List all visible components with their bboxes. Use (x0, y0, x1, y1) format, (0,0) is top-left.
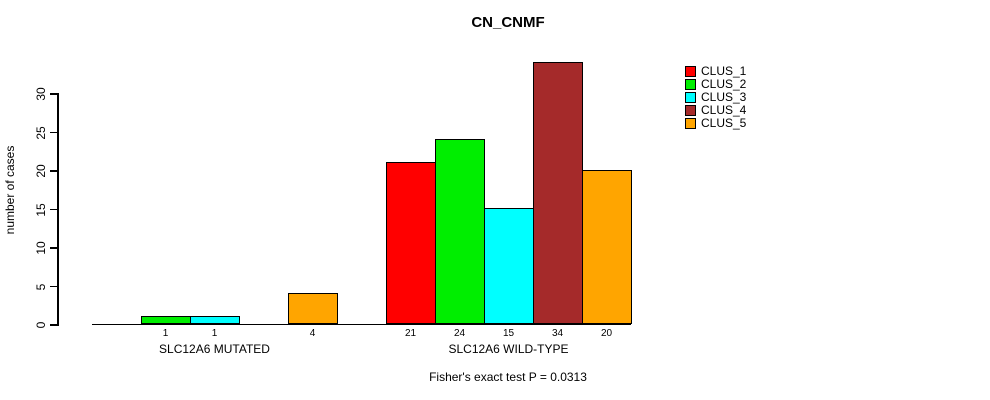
bar-value-label: 34 (551, 328, 564, 339)
bar-clus-2-slc12a6-mutated (141, 316, 191, 324)
y-axis-tick (50, 285, 58, 287)
bar-value-label: 4 (309, 328, 316, 339)
bar-clus-1-slc12a6-wild-type (386, 162, 436, 324)
legend-swatch-icon (685, 79, 696, 90)
y-axis-tick-label: 25 (34, 125, 48, 140)
y-axis-tick-label: 0 (34, 321, 48, 329)
legend-label: CLUS_2 (701, 77, 747, 91)
y-axis-label: number of cases (3, 145, 17, 235)
legend-swatch-icon (685, 105, 696, 116)
legend-label: CLUS_1 (701, 64, 747, 78)
legend: CLUS_1 CLUS_2 CLUS_3 CLUS_4 CLUS_5 (685, 65, 746, 130)
bar-clus-4-slc12a6-wild-type (533, 62, 583, 324)
legend-label: CLUS_5 (701, 116, 747, 130)
group-label-slc12a6-mutated: SLC12A6 MUTATED (159, 342, 270, 356)
bar-value-label: 21 (404, 328, 417, 339)
legend-item-clus-3: CLUS_3 (685, 91, 746, 104)
y-axis-tick-label: 5 (34, 283, 48, 290)
x-axis-baseline (92, 323, 631, 325)
bar-clus-5-slc12a6-wild-type (582, 170, 632, 324)
y-axis-tick-label: 30 (34, 87, 48, 101)
legend-item-clus-4: CLUS_4 (685, 104, 746, 117)
bar-value-label: 1 (162, 328, 169, 339)
legend-item-clus-5: CLUS_5 (685, 117, 746, 130)
legend-label: CLUS_3 (701, 90, 747, 104)
bar-clus-2-slc12a6-wild-type (435, 139, 485, 324)
y-axis-tick (50, 131, 58, 133)
legend-item-clus-1: CLUS_1 (685, 65, 746, 78)
legend-item-clus-2: CLUS_2 (685, 78, 746, 91)
y-axis-tick (50, 170, 58, 172)
legend-label: CLUS_4 (701, 103, 747, 117)
y-axis-tick (50, 93, 58, 95)
bar-value-label: 15 (502, 328, 515, 339)
bar-value-label: 24 (453, 328, 466, 339)
bar-clus-3-slc12a6-mutated (190, 316, 240, 324)
chart-title: CN_CNMF (471, 14, 545, 31)
y-axis-tick-label: 15 (34, 202, 48, 217)
bar-value-label: 1 (211, 328, 218, 339)
bar-clus-3-slc12a6-wild-type (484, 208, 534, 324)
caption: Fisher's exact test P = 0.0313 (429, 370, 587, 384)
bar-value-label: 20 (600, 328, 613, 339)
legend-swatch-icon (685, 92, 696, 103)
y-axis-tick-label: 20 (34, 164, 48, 178)
y-axis-tick-label: 10 (34, 241, 48, 255)
group-label-slc12a6-wild-type: SLC12A6 WILD-TYPE (448, 342, 569, 356)
y-axis-tick (50, 208, 58, 210)
legend-swatch-icon (685, 66, 696, 77)
legend-swatch-icon (685, 118, 696, 129)
y-axis-tick (50, 324, 58, 326)
y-axis-tick (50, 247, 58, 249)
bar-clus-5-slc12a6-mutated (288, 293, 338, 324)
